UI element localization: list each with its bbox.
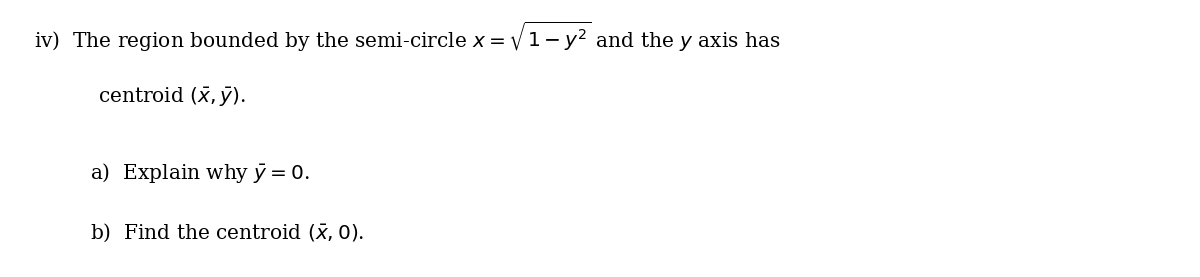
Text: b)  Find the centroid $(\bar{x}, 0)$.: b) Find the centroid $(\bar{x}, 0)$. xyxy=(90,222,365,244)
Text: centroid $(\bar{x}, \bar{y})$.: centroid $(\bar{x}, \bar{y})$. xyxy=(98,86,246,109)
Text: a)  Explain why $\bar{y} = 0$.: a) Explain why $\bar{y} = 0$. xyxy=(90,161,310,185)
Text: iv)  The region bounded by the semi-circle $x = \sqrt{1 - y^2}$ and the $y$ axis: iv) The region bounded by the semi-circl… xyxy=(34,19,780,53)
